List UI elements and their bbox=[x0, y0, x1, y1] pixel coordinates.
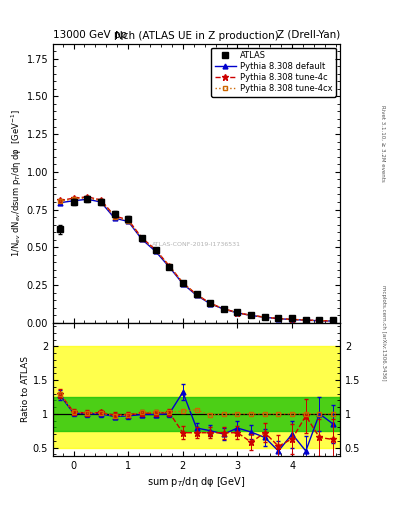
Title: Nch (ATLAS UE in Z production): Nch (ATLAS UE in Z production) bbox=[115, 31, 278, 41]
Text: ATLAS-CONF-2019-I1736531: ATLAS-CONF-2019-I1736531 bbox=[152, 242, 241, 247]
Y-axis label: Ratio to ATLAS: Ratio to ATLAS bbox=[21, 356, 30, 422]
Text: 13000 GeV pp: 13000 GeV pp bbox=[53, 30, 127, 40]
X-axis label: sum p$_T$/dη dφ [GeV]: sum p$_T$/dη dφ [GeV] bbox=[147, 475, 246, 489]
Text: mcplots.cern.ch [arXiv:1306.3436]: mcplots.cern.ch [arXiv:1306.3436] bbox=[381, 285, 386, 380]
Text: Rivet 3.1.10, ≥ 3.2M events: Rivet 3.1.10, ≥ 3.2M events bbox=[381, 105, 386, 182]
Legend: ATLAS, Pythia 8.308 default, Pythia 8.308 tune-4c, Pythia 8.308 tune-4cx: ATLAS, Pythia 8.308 default, Pythia 8.30… bbox=[211, 48, 336, 97]
Y-axis label: 1/N$_{ev}$ dN$_{ev}$/dsum p$_T$/dη dφ  [GeV$^{-1}$]: 1/N$_{ev}$ dN$_{ev}$/dsum p$_T$/dη dφ [G… bbox=[9, 109, 24, 257]
Text: Z (Drell-Yan): Z (Drell-Yan) bbox=[277, 30, 340, 40]
